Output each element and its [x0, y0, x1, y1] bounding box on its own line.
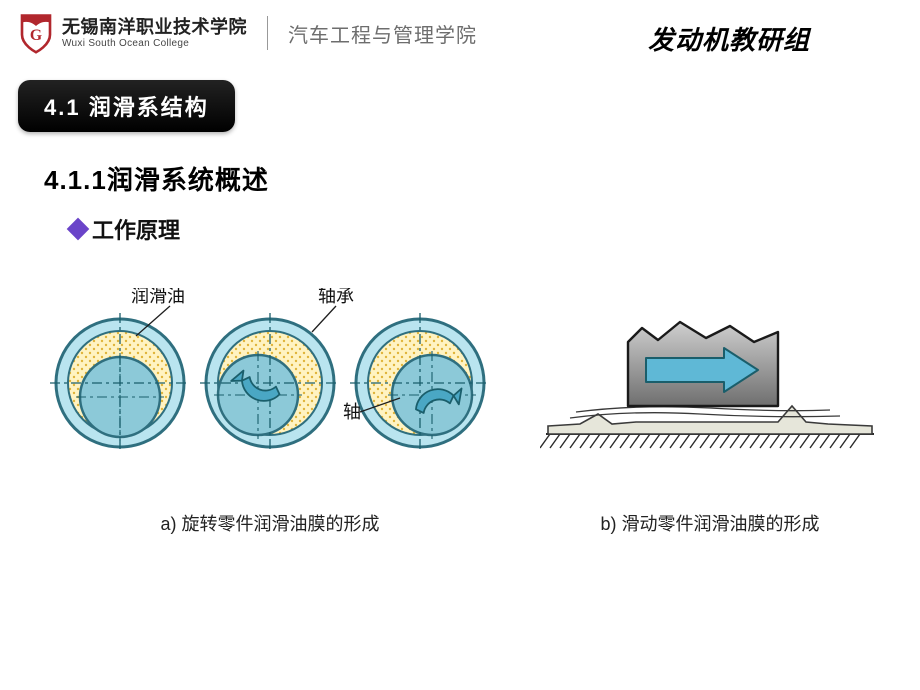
- diamond-bullet-icon: [67, 218, 90, 241]
- sliding-oil-film-diagram: [540, 288, 880, 488]
- figure-area: 润滑油 轴承轴 a) 旋转零件润滑油膜的形成 b) 滑动零件润滑油膜的形成: [40, 288, 880, 536]
- bullet-text: 工作原理: [92, 213, 180, 245]
- svg-text:润滑油: 润滑油: [131, 288, 185, 306]
- caption-b: b) 滑动零件润滑油膜的形成: [540, 510, 880, 536]
- logo-letter: G: [30, 27, 42, 44]
- figure-panel-b: b) 滑动零件润滑油膜的形成: [540, 288, 880, 536]
- college-name: 无锡南洋职业技术学院 Wuxi South Ocean College: [62, 17, 247, 49]
- college-name-cn: 无锡南洋职业技术学院: [62, 17, 247, 38]
- svg-text:轴: 轴: [343, 402, 361, 422]
- figure-panel-a: 润滑油 轴承轴 a) 旋转零件润滑油膜的形成: [40, 288, 500, 536]
- group-title: 发动机教研组: [648, 20, 810, 57]
- rotating-oil-film-diagram: 润滑油 轴承轴: [40, 288, 500, 488]
- college-shield-icon: G: [18, 12, 54, 54]
- department-name: 汽车工程与管理学院: [288, 19, 477, 48]
- section-heading: 4.1 润滑系结构: [18, 80, 235, 132]
- caption-a: a) 旋转零件润滑油膜的形成: [40, 510, 500, 536]
- divider: [267, 16, 268, 50]
- svg-text:轴承: 轴承: [318, 288, 354, 306]
- subsection-heading: 4.1.1润滑系统概述: [44, 160, 920, 197]
- college-logo-block: G 无锡南洋职业技术学院 Wuxi South Ocean College 汽车…: [18, 12, 477, 54]
- college-name-en: Wuxi South Ocean College: [62, 38, 247, 50]
- bullet-row: 工作原理: [70, 213, 920, 245]
